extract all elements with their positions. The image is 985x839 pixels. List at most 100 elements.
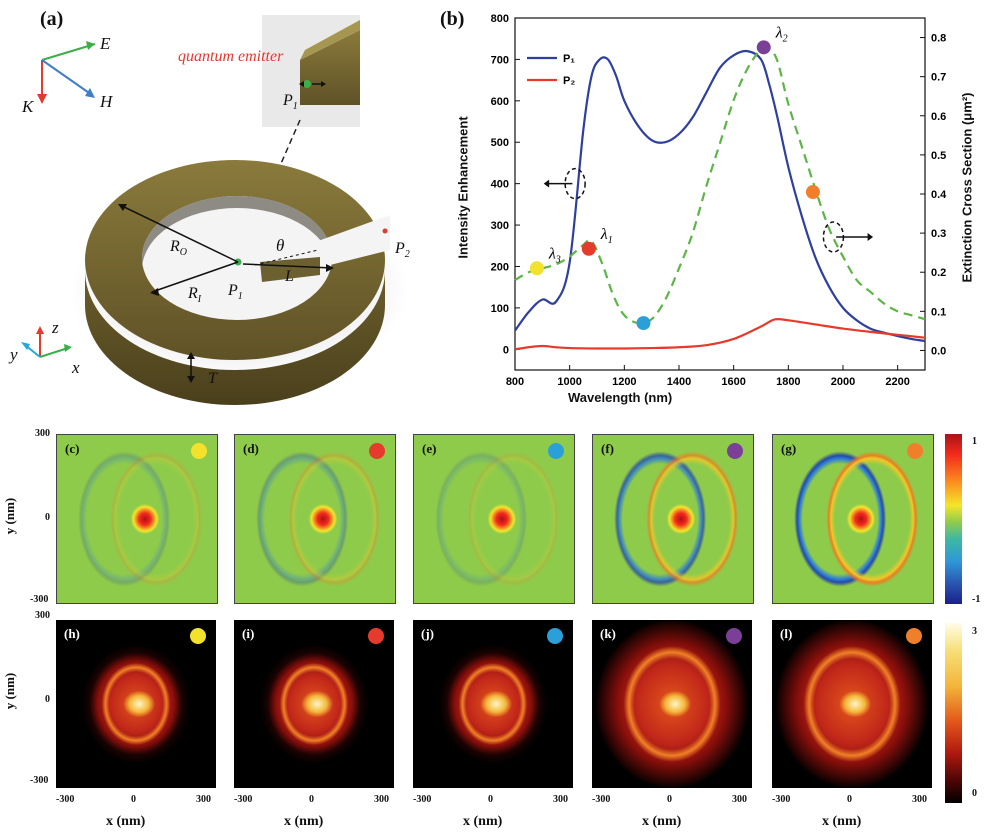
x-tick-label: 1600 (721, 376, 745, 388)
field-map-bottom-label-4: (l) (780, 626, 793, 641)
y-right-tick-label: 0.5 (931, 150, 946, 162)
field-map-bottom-marker-1 (368, 628, 384, 644)
left-axis-indicator-head (543, 179, 550, 188)
y-label-bottom-row: y (nm) (2, 672, 18, 710)
marker-label-1: λ1 (600, 226, 613, 246)
y-tick-bot-300: 300 (35, 610, 50, 621)
outer-radius-label: RO (170, 238, 188, 259)
y-tick-top-300: 300 (35, 428, 50, 439)
x-axis-label: x (nm) (822, 814, 862, 829)
inset-p1-label: P1 (283, 92, 298, 113)
y-left-tick-label: 800 (491, 13, 509, 25)
ring-side (85, 270, 385, 405)
quantum-emitter-label: quantum emitter (178, 48, 284, 65)
field-map-bottom-marker-0 (190, 628, 206, 644)
field-map-top-1: (d) (234, 434, 396, 604)
x-axis-title: Wavelength (nm) (568, 390, 673, 405)
field-map-top-0: (c) (56, 434, 218, 604)
colorbar-bottom-max: 3 (972, 626, 977, 637)
field-map-top-marker-3 (727, 443, 743, 459)
y-tick-top-neg300: -300 (30, 594, 49, 605)
length-label: L (285, 268, 294, 285)
e-field-label: E (100, 34, 111, 53)
y-left-tick-label: 200 (491, 261, 509, 273)
inner-radius-label: RI (188, 285, 202, 306)
x-tick-label: -300 (413, 794, 432, 805)
field-map-top-3: (f) (592, 434, 754, 604)
right-axis-indicator-head (867, 233, 874, 242)
emitter-p2-dot (382, 228, 388, 234)
x-tick-label: -300 (56, 794, 75, 805)
y-label-top-row: y (nm) (2, 497, 18, 535)
colorbar-bottom (945, 623, 962, 803)
field-map-bottom-label-1: (i) (242, 626, 255, 641)
x-tick-label: -300 (592, 794, 611, 805)
field-map-bottom-0: (h) (56, 620, 216, 788)
x-tick-label: 0 (667, 794, 672, 805)
colorbar-bottom-min: 0 (972, 788, 977, 799)
y-left-tick-label: 300 (491, 220, 509, 232)
field-map-bottom-4: (l) (772, 620, 932, 788)
x-tick-label: 2200 (885, 376, 909, 388)
field-maps: y (nm) y (nm) 300 0 -300 300 0 -300 (c)(… (0, 418, 985, 839)
series-line-1 (514, 317, 926, 351)
panel-b-label: (b) (440, 8, 465, 30)
field-triad (37, 41, 96, 104)
x-tick-label: 0 (488, 794, 493, 805)
field-map-top-label-3: (f) (601, 441, 614, 456)
z-axis-label: z (52, 318, 59, 337)
y-left-tick-label: 400 (491, 179, 509, 191)
field-map-bottom-label-0: (h) (64, 626, 80, 641)
x-axis-label: x (72, 358, 80, 377)
p1-label: P1 (228, 282, 243, 303)
field-map-bottom-marker-3 (726, 628, 742, 644)
left-axis-indicator-ring (564, 167, 586, 200)
series-line-2 (514, 46, 926, 325)
field-map-top-marker-1 (369, 443, 385, 459)
field-map-top-label-1: (d) (243, 441, 259, 456)
field-map-bottom-1: (i) (234, 620, 394, 788)
x-tick-label: 300 (732, 794, 747, 805)
spectrum-chart: 800 1000 1200 1400 1600 1800 2000 2200 0 100 200 30… (491, 13, 948, 388)
marker-label-3: λ2 (775, 24, 788, 44)
x-tick-label: 300 (196, 794, 211, 805)
x-axis-label: x (nm) (463, 814, 503, 829)
y-tick-top-0: 0 (45, 512, 50, 523)
field-map-bottom-marker-2 (547, 628, 563, 644)
coordinate-triad (21, 326, 72, 358)
colorbar-top-max: 1 (972, 436, 977, 447)
field-map-bottom-marker-4 (906, 628, 922, 644)
inset-emitter-dot (303, 80, 311, 88)
thickness-label: T (208, 370, 217, 387)
field-map-top-marker-0 (191, 443, 207, 459)
field-map-top-2: (e) (413, 434, 575, 604)
x-axis-label: x (nm) (642, 814, 682, 829)
y-left-axis-title: Intensity Enhancement (455, 116, 471, 259)
y-axis-label: y (10, 345, 18, 364)
colorbar-top-min: -1 (972, 594, 981, 605)
field-map-top-4: (g) (772, 434, 934, 604)
x-tick-label: 0 (131, 794, 136, 805)
colorbar-top (945, 434, 962, 604)
field-map-top-label-2: (e) (422, 441, 437, 456)
panel-a-label: (a) (40, 8, 64, 30)
field-map-bottom-label-3: (k) (600, 626, 616, 641)
y-left-tick-label: 500 (491, 137, 509, 149)
y-right-tick-label: 0.3 (931, 228, 946, 240)
wavelength-marker-2 (636, 316, 651, 331)
y-left-tick-label: 700 (491, 54, 509, 66)
y-right-tick-label: 0.4 (931, 189, 947, 201)
k-vector-label: K (22, 97, 34, 116)
legend-label-1: P₂ (563, 75, 575, 87)
x-tick-label: 1200 (612, 376, 636, 388)
x-tick-label: 1400 (667, 376, 691, 388)
y-right-tick-label: 0.0 (931, 345, 946, 357)
y-tick-bot-0: 0 (45, 694, 50, 705)
panel-a: (a) E K H quantum emitter P1 RO RI P1 P2… (0, 0, 440, 410)
wavelength-marker-0 (529, 261, 544, 276)
y-right-axis-title: Extinction Cross Section (μm²) (959, 92, 975, 283)
x-tick-label: -300 (772, 794, 791, 805)
wavelength-marker-4 (805, 185, 820, 200)
x-axis-label: x (nm) (284, 814, 324, 829)
y-right-tick-label: 0.7 (931, 72, 946, 84)
